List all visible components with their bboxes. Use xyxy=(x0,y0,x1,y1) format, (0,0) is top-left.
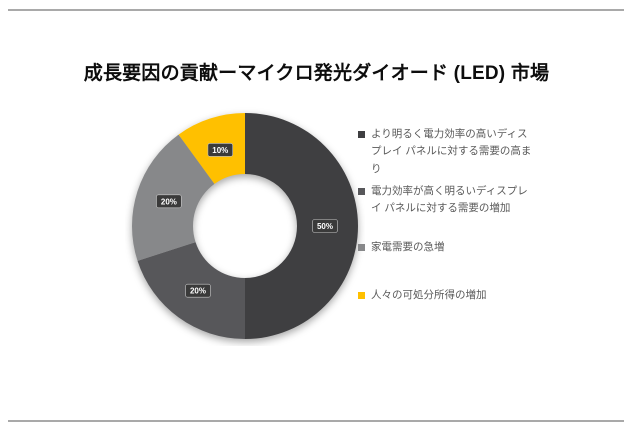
legend-swatch-3 xyxy=(358,244,365,252)
chart-title: 成長要因の貢献ーマイクロ発光ダイオード (LED) 市場 xyxy=(83,63,550,84)
donut-svg: 50% 20% 20% 10% xyxy=(131,113,358,339)
data-label-text-2: 20% xyxy=(190,287,206,296)
legend-slot: 電力効率が高く明るいディスプレイ パネルに対する需要の増加 xyxy=(358,176,626,224)
legend-swatch-2 xyxy=(358,187,365,195)
legend-item-4: 人々の可処分所得の増加 xyxy=(358,287,533,305)
data-label-box-4 xyxy=(207,143,234,157)
legend-swatch-4 xyxy=(358,292,365,300)
legend-slot: 家電需要の急増 xyxy=(358,224,626,272)
legend-label-4: 人々の可処分所得の増加 xyxy=(371,289,487,302)
donut-chart: 50% 20% 20% 10% xyxy=(125,106,365,346)
data-label-box-1 xyxy=(312,219,338,233)
donut-data-labels: 50% 20% 20% 10% xyxy=(156,143,338,298)
bottom-rule xyxy=(8,420,624,422)
legend-label-2: 電力効率が高く明るいディスプレイ パネルに対する需要の増加 xyxy=(371,184,528,215)
donut-slice-1 xyxy=(245,113,358,339)
legend-item-2: 電力効率が高く明るいディスプレイ パネルに対する需要の増加 xyxy=(358,183,533,218)
legend-label-1: より明るく電力効率の高いディスプレイ パネルに対する需要の高まり xyxy=(371,127,532,175)
legend-slot: 人々の可処分所得の増加 xyxy=(358,272,626,320)
data-label-text-4: 10% xyxy=(212,146,228,155)
data-label-box-2 xyxy=(185,283,211,298)
legend-swatch-1 xyxy=(358,130,365,138)
donut-slices xyxy=(131,113,358,339)
data-label-box-3 xyxy=(156,194,182,209)
legend-label-3: 家電需要の急増 xyxy=(371,241,445,254)
data-label-text-3: 20% xyxy=(161,197,177,206)
data-label-text-1: 50% xyxy=(317,222,333,231)
legend-item-1: より明るく電力効率の高いディスプレイ パネルに対する需要の高まり xyxy=(358,126,533,179)
legend-slot: より明るく電力効率の高いディスプレイ パネルに対する需要の高まり xyxy=(358,128,626,176)
top-rule xyxy=(8,9,624,11)
chart-legend: より明るく電力効率の高いディスプレイ パネルに対する需要の高まり 電力効率が高く… xyxy=(358,128,626,320)
legend-item-3: 家電需要の急増 xyxy=(358,239,533,257)
